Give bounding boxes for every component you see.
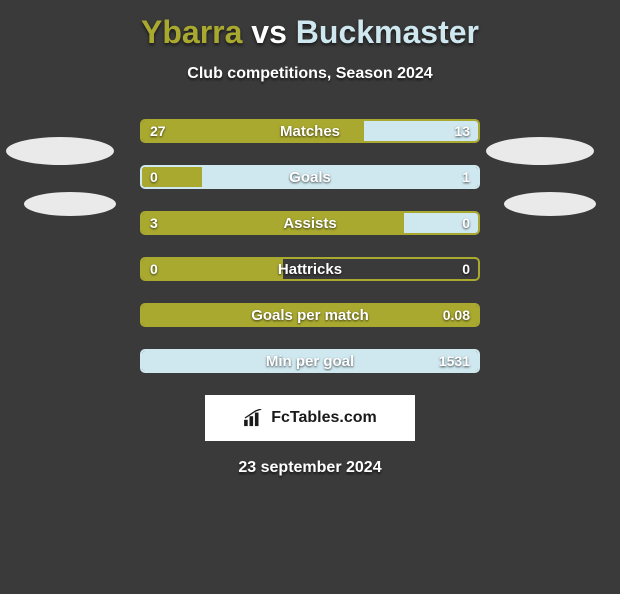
stat-row-matches: Matches2713 — [140, 119, 480, 143]
date-label: 23 september 2024 — [0, 459, 620, 477]
stat-value-right: 1531 — [439, 351, 470, 371]
stat-row-assists: Assists30 — [140, 211, 480, 235]
stat-row-goals-per-match: Goals per match0.08 — [140, 303, 480, 327]
stat-row-goals: Goals01 — [140, 165, 480, 189]
vs-separator: vs — [242, 14, 295, 50]
stat-value-right: 0 — [462, 259, 470, 279]
fill-left — [142, 213, 404, 233]
avatar-ellipse-3 — [504, 192, 596, 216]
stat-value-right: 13 — [454, 121, 470, 141]
stat-value-right: 1 — [462, 167, 470, 187]
subtitle: Club competitions, Season 2024 — [0, 65, 620, 83]
page-title: Ybarra vs Buckmaster — [0, 14, 620, 51]
avatar-ellipse-2 — [24, 192, 116, 216]
stat-value-left: 3 — [150, 213, 158, 233]
stat-value-left: 27 — [150, 121, 166, 141]
chart-icon — [243, 409, 265, 427]
site-name: FcTables.com — [271, 409, 377, 427]
fill-full-right — [142, 351, 478, 371]
stat-row-hattricks: Hattricks00 — [140, 257, 480, 281]
site-badge: FcTables.com — [205, 395, 415, 441]
fill-right — [202, 167, 478, 187]
fill-full-left — [142, 305, 478, 325]
stat-value-left: 0 — [150, 167, 158, 187]
stat-value-right: 0 — [462, 213, 470, 233]
fill-left — [142, 259, 283, 279]
avatar-ellipse-1 — [486, 137, 594, 165]
player-b-name: Buckmaster — [296, 14, 479, 50]
stat-value-left: 0 — [150, 259, 158, 279]
stat-value-right: 0.08 — [443, 305, 470, 325]
fill-left — [142, 121, 364, 141]
avatar-ellipse-0 — [6, 137, 114, 165]
stat-row-min-per-goal: Min per goal1531 — [140, 349, 480, 373]
player-a-name: Ybarra — [141, 14, 242, 50]
